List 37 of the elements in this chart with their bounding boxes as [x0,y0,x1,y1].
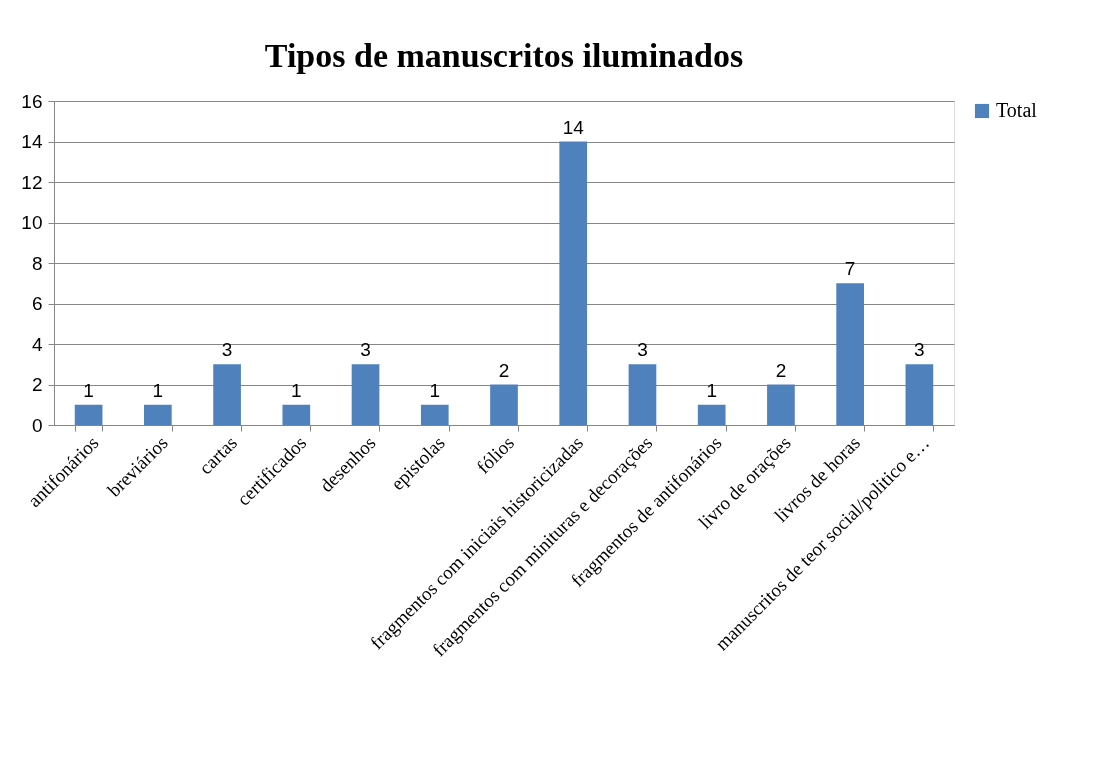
data-label: 2 [498,359,510,381]
data-label: 1 [152,379,164,401]
y-tick-label: 2 [31,374,43,395]
data-label: 1 [83,379,94,401]
data-label: 14 [562,116,585,138]
bar [490,384,518,425]
data-label: 3 [221,339,233,361]
bar [420,404,449,425]
bar [213,364,241,425]
legend-label: Total [996,99,1038,121]
data-label: 7 [844,258,856,280]
y-tick-label: 12 [21,171,43,193]
y-tick-label: 0 [31,414,43,436]
bar [144,404,172,425]
data-label: 1 [429,379,441,401]
bar [351,364,380,425]
data-label: 2 [775,359,787,381]
y-tick-label: 4 [31,333,43,355]
bar [74,404,103,425]
data-label: 1 [706,379,717,401]
bar [767,384,795,425]
y-tick-label: 10 [21,212,43,233]
bar [836,283,864,425]
chart-title: Tipos de manuscritos iluminados [264,37,744,74]
bar [282,404,311,425]
y-tick-label: 6 [31,293,43,314]
bar [905,364,934,425]
bar [697,404,726,425]
bar [559,141,588,425]
data-label: 3 [637,339,648,361]
data-label: 3 [914,339,925,361]
y-tick-label: 8 [31,252,43,274]
y-tick-label: 16 [21,90,43,112]
bar [628,364,657,425]
data-label: 1 [291,379,302,401]
data-label: 3 [360,339,371,361]
y-tick-label: 14 [21,131,43,152]
